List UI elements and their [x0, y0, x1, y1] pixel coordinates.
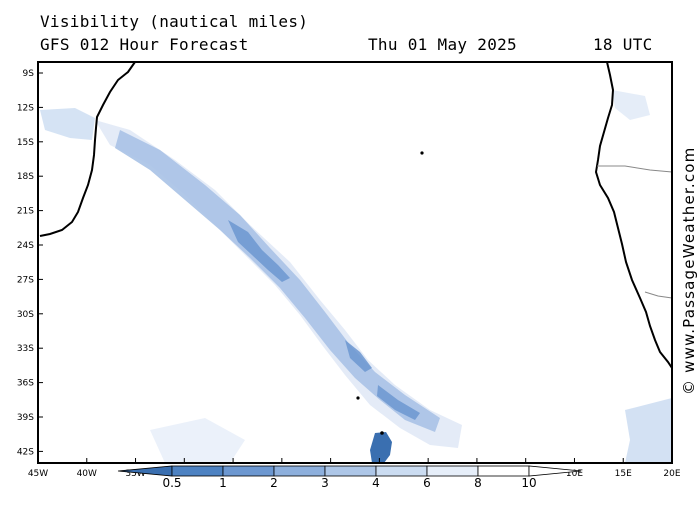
fog-band-dark: [228, 220, 420, 420]
lat-tick-label: 39S: [17, 413, 34, 423]
lat-tick-label: 21S: [17, 207, 34, 217]
legend-label: 0.5: [162, 476, 181, 490]
latitude-axis: 9S 12S 15S 18S 21S 24S 27S 30S 33S 36S 39S 42S: [17, 69, 43, 457]
lat-tick-label: 24S: [17, 241, 34, 251]
lat-tick-label: 27S: [17, 275, 34, 285]
legend-label: 4: [372, 476, 380, 490]
lat-tick-label: 18S: [17, 172, 34, 182]
legend-arrow-high: [528, 465, 582, 477]
legend-label: 10: [521, 476, 536, 490]
map-title: Visibility (nautical miles): [40, 12, 309, 31]
legend-swatch: [324, 465, 377, 477]
legend-swatch: [222, 465, 275, 477]
fog-patch-south-west: [150, 418, 245, 463]
lat-tick-label: 15S: [17, 138, 34, 148]
fog-patch-south-east: [625, 398, 672, 463]
legend-label: 2: [270, 476, 278, 490]
country-border: [644, 291, 673, 299]
country-border: [597, 165, 673, 173]
lat-tick-label: 12S: [17, 103, 34, 113]
lon-tick-label: 20E: [663, 469, 680, 479]
lon-tick-label: 15E: [615, 469, 632, 479]
dark-cell-tristan: [370, 432, 392, 463]
legend-label: 3: [321, 476, 329, 490]
fog-patch-brazil: [40, 108, 95, 140]
lat-tick-label: 30S: [17, 310, 34, 320]
lat-tick-label: 42S: [17, 447, 34, 457]
map-frame: [37, 61, 673, 464]
legend-label: 1: [219, 476, 227, 490]
legend-label: 8: [474, 476, 482, 490]
lat-tick-label: 36S: [17, 379, 34, 389]
legend-swatch: [426, 465, 479, 477]
watermark: © www.PassageWeather.com: [680, 146, 698, 395]
legend-swatch: [171, 465, 224, 477]
lat-tick-label: 9S: [23, 69, 35, 79]
fog-patch-namibia: [612, 90, 650, 120]
lon-tick-label: 40W: [77, 469, 97, 479]
island-st-helena: [420, 151, 424, 155]
lon-tick-label: 35W: [125, 469, 145, 479]
lon-tick-label: 10E: [566, 469, 583, 479]
island-tristan: [380, 431, 384, 435]
lat-tick-label: 33S: [17, 344, 34, 354]
forecast-subtitle: GFS 012 Hour Forecast: [40, 35, 249, 54]
fog-band-mid: [115, 130, 440, 432]
south-america-coastline: [39, 61, 136, 237]
visibility-legend: 0.5 1 2 3 4 6 8 10: [117, 465, 582, 490]
legend-swatch: [375, 465, 428, 477]
legend-swatch: [273, 465, 326, 477]
forecast-time: 18 UTC: [593, 35, 653, 54]
island-gough: [356, 396, 360, 400]
visibility-shading: [40, 90, 672, 463]
legend-label: 6: [423, 476, 431, 490]
lon-tick-label: 45W: [28, 469, 48, 479]
africa-coastline: [594, 61, 673, 369]
forecast-date: Thu 01 May 2025: [368, 35, 517, 54]
legend-swatch: [477, 465, 530, 477]
